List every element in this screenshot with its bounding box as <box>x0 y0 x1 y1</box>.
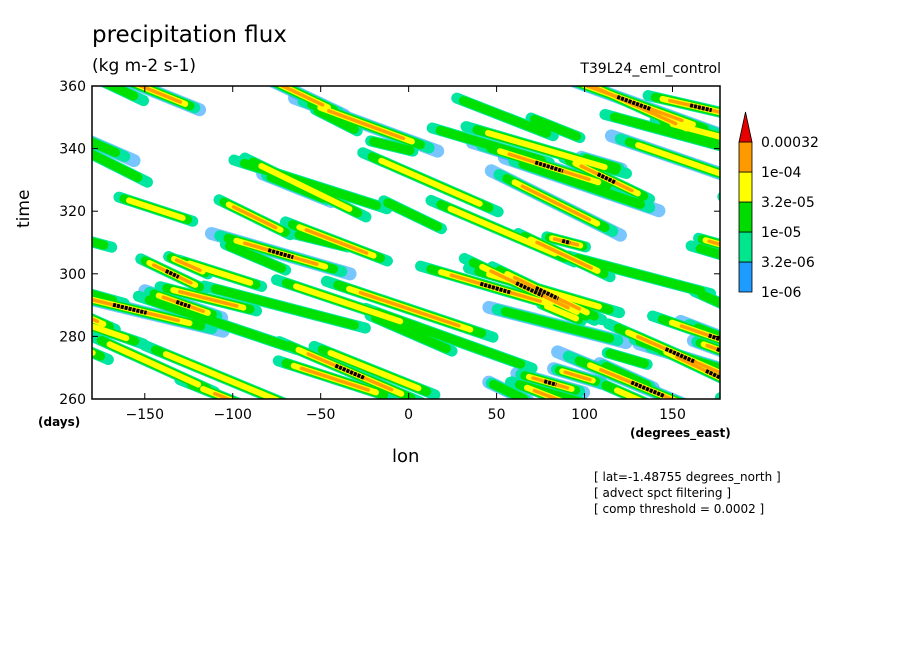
colorbar-swatch <box>738 141 753 173</box>
x-axis-unit: (degrees_east) <box>630 426 731 440</box>
y-tick-label: 260 <box>59 392 86 408</box>
colorbar-label: 3.2e-05 <box>761 195 815 211</box>
y-tick-label: 360 <box>59 79 86 95</box>
field-layer-core <box>112 95 720 398</box>
x-tick-label: 0 <box>404 407 413 423</box>
x-tick-label: 150 <box>659 407 686 423</box>
x-tick-label: −150 <box>126 407 164 423</box>
x-tick-label: −50 <box>306 407 336 423</box>
colorbar-label: 1e-04 <box>761 165 801 181</box>
note-threshold: [ comp threshold = 0.0002 ] <box>594 502 765 516</box>
note-filtering: [ advect spct filtering ] <box>594 486 732 500</box>
precipitation-field <box>92 86 720 399</box>
y-axis: 260 280 300 320 340 360 <box>59 79 720 408</box>
x-axis-label: lon <box>392 446 420 467</box>
note-latitude: [ lat=-1.48755 degrees_north ] <box>594 470 781 484</box>
y-tick-label: 320 <box>59 204 86 220</box>
y-tick-label: 300 <box>59 267 86 283</box>
plot-frame <box>91 85 721 400</box>
colorbar-swatch-top <box>738 111 753 143</box>
colorbar-swatch <box>738 171 753 203</box>
y-tick-label: 280 <box>59 329 86 345</box>
x-axis: −150 −100 −50 0 50 100 150 <box>126 86 686 423</box>
y-axis-label: time <box>14 189 34 228</box>
colorbar-label: 0.00032 <box>761 135 819 151</box>
chart-title: precipitation flux <box>92 22 287 48</box>
x-tick-label: −100 <box>214 407 252 423</box>
x-tick-label: 50 <box>488 407 506 423</box>
colorbar-label: 1e-05 <box>761 225 801 241</box>
colorbar-label: 3.2e-06 <box>761 255 815 271</box>
colorbar-legend: 1e-06 3.2e-06 1e-05 3.2e-05 1e-04 0.00032 <box>738 111 819 301</box>
chart-units: (kg m-2 s-1) <box>92 56 197 76</box>
colorbar-label: 1e-06 <box>761 285 801 301</box>
colorbar-swatch <box>738 201 753 233</box>
colorbar-swatch <box>738 261 753 293</box>
colorbar-swatch <box>738 231 753 263</box>
run-name: T39L24_eml_control <box>580 61 721 77</box>
y-tick-label: 340 <box>59 142 86 158</box>
y-axis-unit: (days) <box>38 415 81 429</box>
x-tick-label: 100 <box>571 407 598 423</box>
